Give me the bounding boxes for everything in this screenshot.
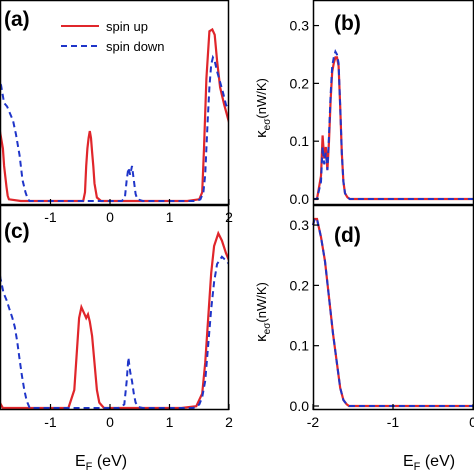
- x-tick-label: -2: [307, 414, 320, 430]
- series-spin-down-line-d: [312, 218, 474, 407]
- x-tick-label: 2: [225, 414, 233, 430]
- tick-labels: -1 0 1 2 0.0 0.1 0.2 0.3 -1 0 1 2 -2 -1 0 0.0 0.1 0.2 0.3: [44, 18, 474, 430]
- y-tick-label: 0.0: [290, 398, 310, 414]
- axis-frames: [0, 0, 474, 411]
- panel-label-b: (b): [334, 12, 361, 35]
- x-tick-label: 0: [469, 414, 474, 430]
- series-spin-up-line-d: [311, 217, 474, 408]
- panel-label-c: (c): [4, 220, 30, 243]
- panel-c: [0, 230, 229, 410]
- y-tick-label: 0.1: [290, 338, 310, 354]
- y-axis-label-bottom: κeσ(nW/K): [253, 282, 273, 342]
- y-axis-label-top: κeσ(nW/K): [253, 78, 273, 138]
- series-spin-up-line-c: [0, 230, 229, 410]
- legend: spin up spin down: [61, 19, 165, 54]
- panel-label-a: (a): [4, 8, 30, 31]
- x-tick-label: 1: [166, 209, 174, 225]
- x-axis-label-right: EF (eV): [403, 453, 455, 473]
- legend-label-spin-down: spin down: [106, 39, 165, 54]
- x-tick-label: -1: [387, 414, 400, 430]
- y-tick-label: 0.1: [290, 133, 310, 149]
- panel-a: [0, 27, 229, 203]
- series-spin-down-line-a: [0, 54, 229, 202]
- x-tick-label: -1: [44, 414, 57, 430]
- x-tick-label: -1: [44, 209, 57, 225]
- x-tick-label: 2: [225, 209, 233, 225]
- panel-d: [311, 217, 474, 408]
- series-spin-down-line-b: [313, 48, 474, 200]
- series-spin-down-line-c: [0, 255, 229, 409]
- x-axis-label-left: EF (eV): [75, 453, 127, 473]
- y-tick-label: 0.0: [290, 191, 310, 207]
- plot-frame-a: [0, 0, 230, 206]
- plot-frame-c: [0, 204, 230, 411]
- legend-label-spin-up: spin up: [106, 19, 148, 34]
- panel-b: [313, 48, 474, 201]
- x-tick-label: 1: [166, 414, 174, 430]
- series-spin-up-line-b: [313, 56, 474, 201]
- series-spin-up-line-a: [0, 27, 229, 203]
- y-tick-label: 0.3: [290, 18, 310, 34]
- x-tick-label: 0: [106, 414, 114, 430]
- x-tick-label: 0: [106, 209, 114, 225]
- y-tick-label: 0.2: [290, 277, 310, 293]
- y-tick-label: 0.3: [290, 217, 310, 233]
- y-tick-label: 0.2: [290, 75, 310, 91]
- panel-label-d: (d): [334, 224, 361, 247]
